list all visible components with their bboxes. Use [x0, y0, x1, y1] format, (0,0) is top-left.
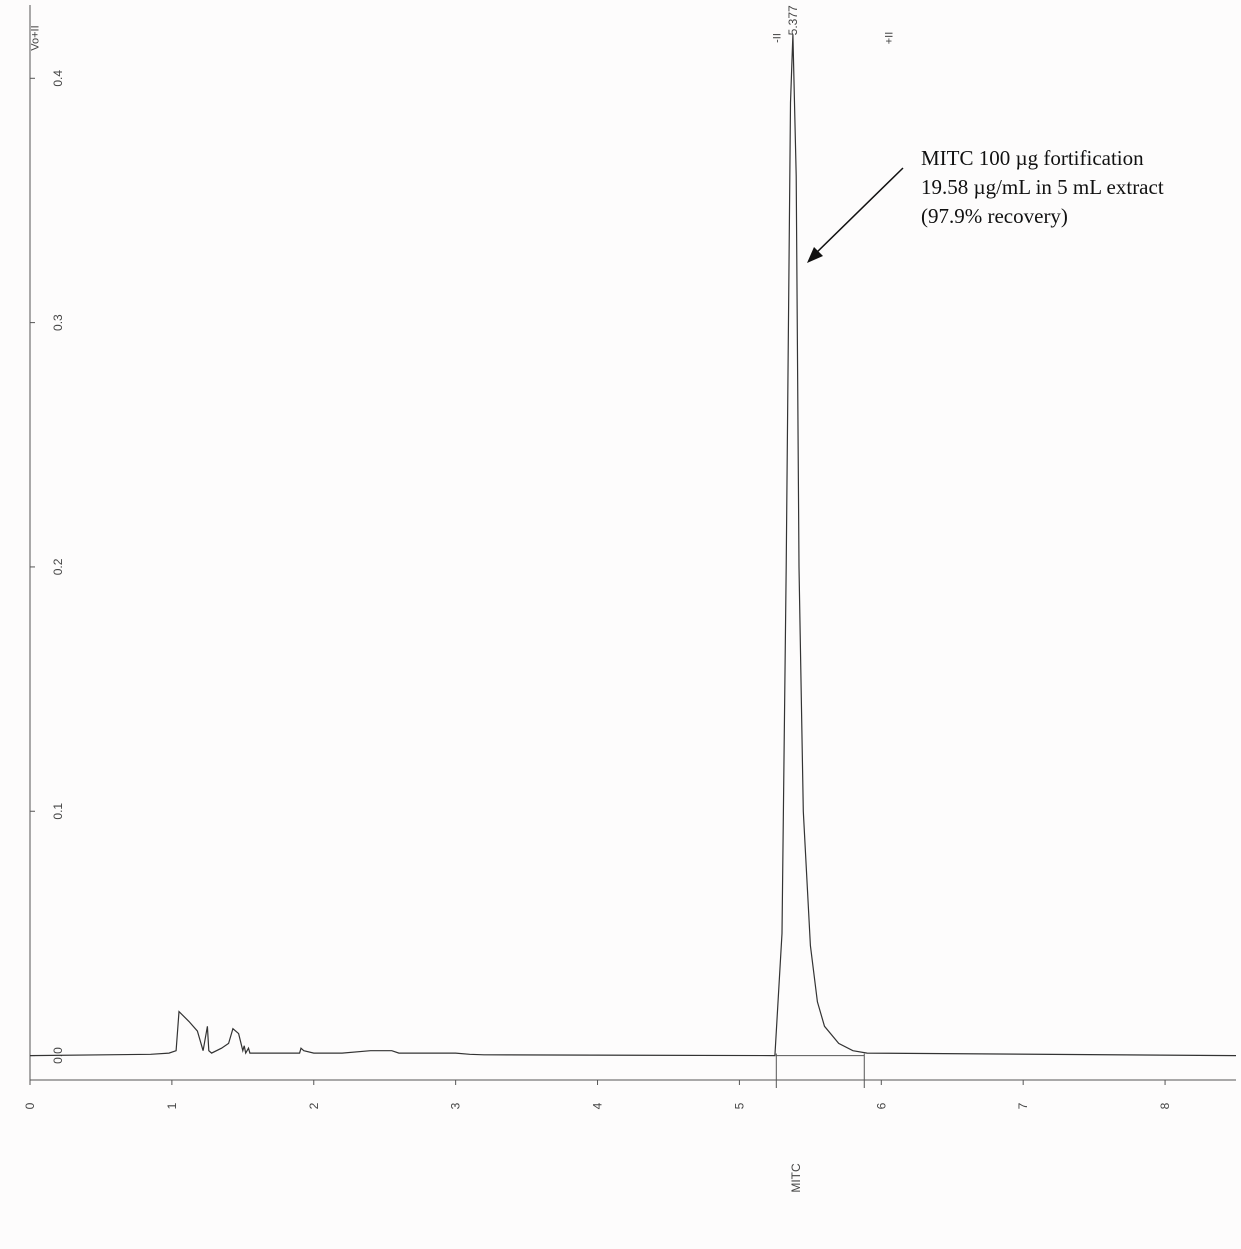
- top-markers: Vo+II -II +II: [29, 25, 895, 50]
- integration-baseline: [775, 1053, 865, 1088]
- x-tick-label: 7: [1016, 1102, 1030, 1109]
- y-tick-label: 0.1: [51, 803, 65, 820]
- peak-retention-label: 5.377: [786, 5, 800, 35]
- chromatogram-trace: [29, 34, 1237, 1057]
- x-tick-label: 3: [449, 1102, 463, 1109]
- x-tick-label: 2: [307, 1102, 321, 1109]
- annotation-arrow-head: [807, 247, 823, 263]
- x-ticks: 0 1 2 3 4 5 6 7 8: [23, 1080, 1172, 1109]
- x-tick-label: 4: [591, 1102, 605, 1109]
- y-tick-label: 0.4: [51, 70, 65, 87]
- y-ticks: 0.00.10.20.30.4: [30, 70, 65, 1064]
- marker-label: -II: [771, 33, 783, 43]
- y-tick-label: 0.2: [51, 558, 65, 575]
- peak-annotation: MITC 100 µg fortification 19.58 µg/mL in…: [807, 146, 1164, 263]
- y-tick-label: 0.3: [51, 314, 65, 331]
- x-tick-label: 5: [732, 1102, 746, 1109]
- x-tick-label: 6: [874, 1102, 888, 1109]
- x-tick-label: 8: [1158, 1102, 1172, 1109]
- annotation-line-2: 19.58 µg/mL in 5 mL extract: [921, 175, 1164, 199]
- x-tick-label: 0: [23, 1102, 37, 1109]
- x-axis-label: MITC: [789, 1163, 803, 1193]
- annotation-line-3: (97.9% recovery): [921, 204, 1068, 228]
- axes: [29, 5, 1236, 1081]
- marker-label: Vo+II: [29, 25, 41, 50]
- x-tick-label: 1: [165, 1102, 179, 1109]
- annotation-line-1: MITC 100 µg fortification: [921, 146, 1144, 170]
- annotation-arrow-line: [811, 167, 904, 258]
- marker-label: +II: [883, 32, 895, 45]
